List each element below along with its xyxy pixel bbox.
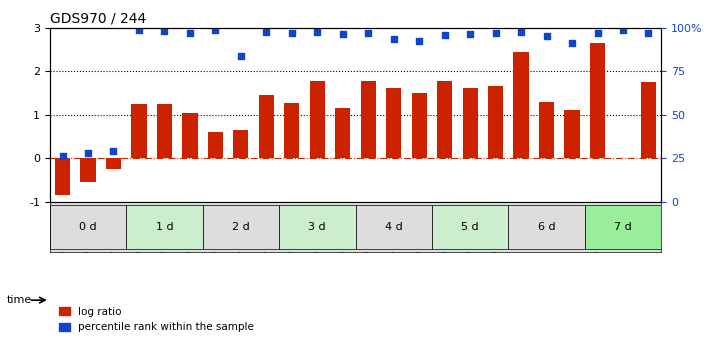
Text: 4 d: 4 d [385, 222, 402, 232]
Bar [233, 130, 249, 158]
Legend: log ratio, percentile rank within the sample: log ratio, percentile rank within the sa… [55, 303, 258, 336]
Point [133, 27, 144, 32]
Point [541, 33, 552, 39]
Point [82, 150, 94, 156]
Bar [106, 158, 121, 169]
Point [261, 29, 272, 35]
Bar [437, 81, 452, 158]
Text: 3 d: 3 d [309, 222, 326, 232]
Text: GDS970 / 244: GDS970 / 244 [50, 11, 146, 25]
Point [235, 53, 247, 59]
Text: time: time [7, 295, 33, 305]
Point [108, 148, 119, 153]
Point [337, 31, 348, 37]
Point [515, 29, 527, 35]
Bar [284, 102, 299, 158]
Bar [386, 88, 402, 158]
Bar [539, 102, 555, 158]
Bar [463, 88, 478, 158]
Point [490, 30, 501, 36]
Bar [513, 52, 529, 158]
Point [159, 28, 170, 34]
Bar [565, 110, 579, 158]
Bar [208, 132, 223, 158]
Bar [641, 82, 656, 158]
FancyBboxPatch shape [356, 205, 432, 249]
Text: 7 d: 7 d [614, 222, 632, 232]
Text: 5 d: 5 d [461, 222, 479, 232]
Text: 2 d: 2 d [232, 222, 250, 232]
Text: 1 d: 1 d [156, 222, 173, 232]
FancyBboxPatch shape [50, 205, 127, 249]
Point [567, 40, 578, 46]
Bar [412, 93, 427, 158]
Point [388, 36, 400, 41]
Bar [259, 95, 274, 158]
Point [439, 33, 450, 38]
Text: 0 d: 0 d [79, 222, 97, 232]
Bar [360, 81, 376, 158]
Text: 6 d: 6 d [538, 222, 555, 232]
FancyBboxPatch shape [127, 205, 203, 249]
Bar [182, 112, 198, 158]
FancyBboxPatch shape [508, 205, 585, 249]
FancyBboxPatch shape [203, 205, 279, 249]
Bar [80, 158, 96, 183]
Bar [335, 108, 351, 158]
Bar [55, 158, 70, 196]
Bar [157, 104, 172, 158]
Point [592, 30, 603, 36]
Point [210, 27, 221, 32]
Bar [132, 104, 146, 158]
Point [311, 29, 323, 35]
FancyBboxPatch shape [585, 205, 661, 249]
Point [464, 31, 476, 37]
Point [57, 154, 68, 159]
Bar [488, 87, 503, 158]
Bar [590, 43, 605, 158]
Point [184, 30, 196, 36]
FancyBboxPatch shape [432, 205, 508, 249]
Point [363, 30, 374, 36]
Point [643, 30, 654, 36]
FancyBboxPatch shape [279, 205, 356, 249]
Point [414, 38, 425, 43]
Bar [310, 81, 325, 158]
Point [617, 27, 629, 32]
Point [286, 30, 297, 36]
